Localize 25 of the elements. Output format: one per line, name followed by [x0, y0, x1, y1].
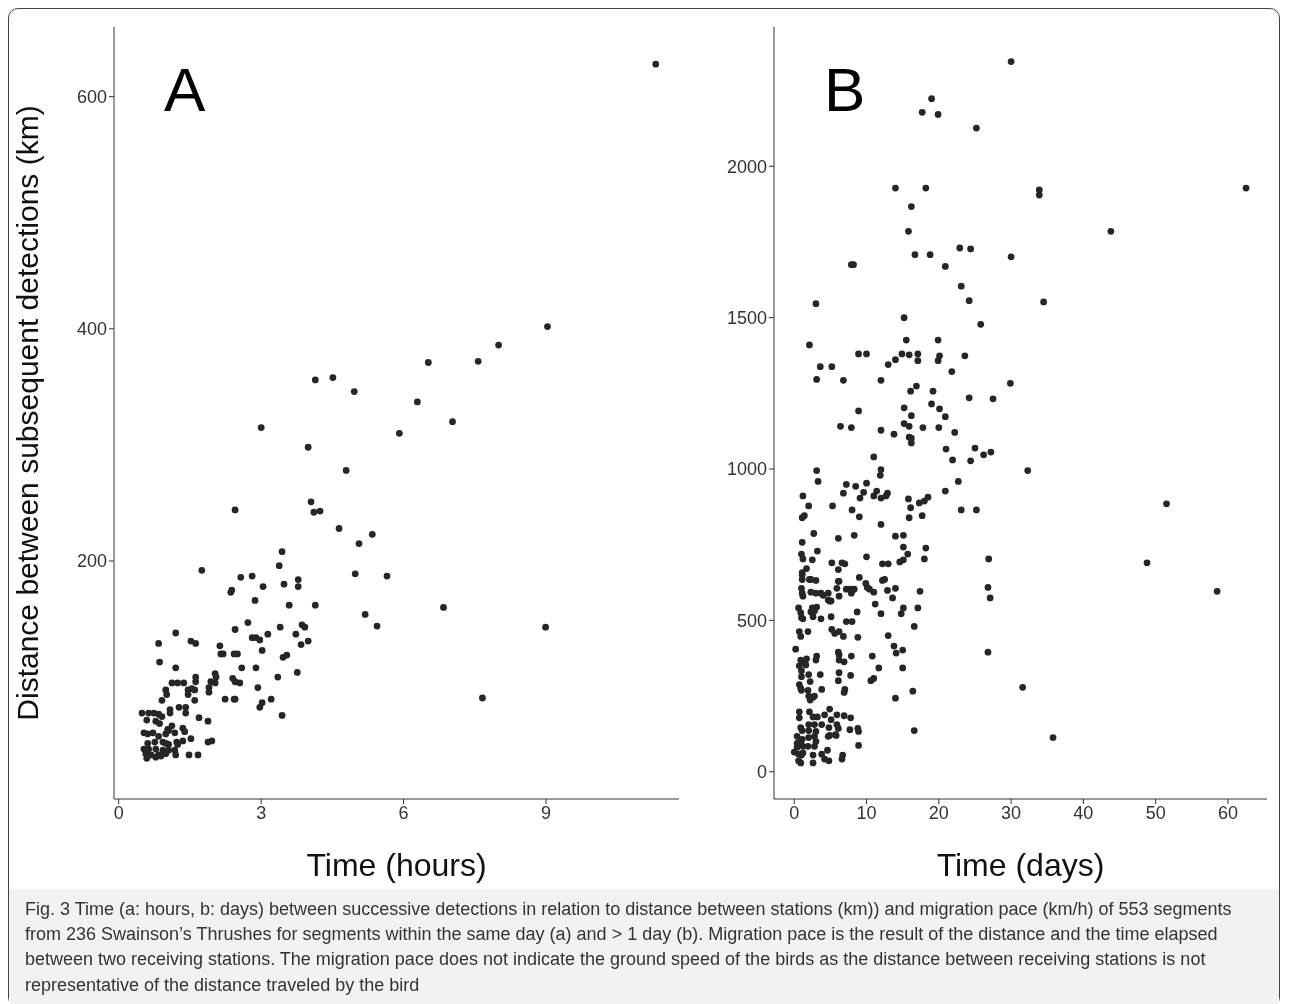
annotation: A [164, 55, 206, 124]
x-tick-label: 3 [256, 802, 267, 823]
y-tick-label: 600 [76, 87, 107, 108]
x-tick-label: 6 [398, 802, 409, 823]
y-tick-label: 1000 [726, 459, 767, 480]
caption: Fig. 3 Time (a: hours, b: days) between successive detections in relation to distance between stations (km)) and migration pace (km/h) of 553 segments from 236 Swainson’s Thrushes for segments within the same day (a) and > 1 day (b). Migration pace is the result of the distance and the time elapsed between two receiving stations. The migration pace does not indicate the ground speed of the birds as the distance between receiving stations is not representative of the distance traveled by the bird [9, 889, 1279, 1004]
x-axis-title: Time (hours) [306, 847, 487, 883]
y-tick-label: 500 [736, 610, 767, 631]
x-tick-label: 20 [928, 802, 949, 823]
y-tick-label: 1500 [726, 308, 767, 329]
x-tick-label: 0 [789, 802, 800, 823]
x-tick-label: 30 [1001, 802, 1022, 823]
annotation: B [824, 55, 866, 124]
x-axis-title: Time (days) [936, 847, 1105, 883]
x-tick-label: 50 [1145, 802, 1166, 823]
y-tick-label: 0 [756, 762, 767, 783]
y-tick-label: 2000 [726, 156, 767, 177]
x-tick-label: 40 [1073, 802, 1094, 823]
y-axis-title: Distance between subsequent detections (km) [10, 105, 44, 721]
x-tick-label: 10 [856, 802, 877, 823]
x-tick-label: 60 [1217, 802, 1238, 823]
y-tick-label: 400 [76, 319, 107, 340]
x-tick-label: 9 [541, 802, 552, 823]
y-tick-label: 200 [76, 551, 107, 572]
x-tick-label: 0 [113, 802, 124, 823]
